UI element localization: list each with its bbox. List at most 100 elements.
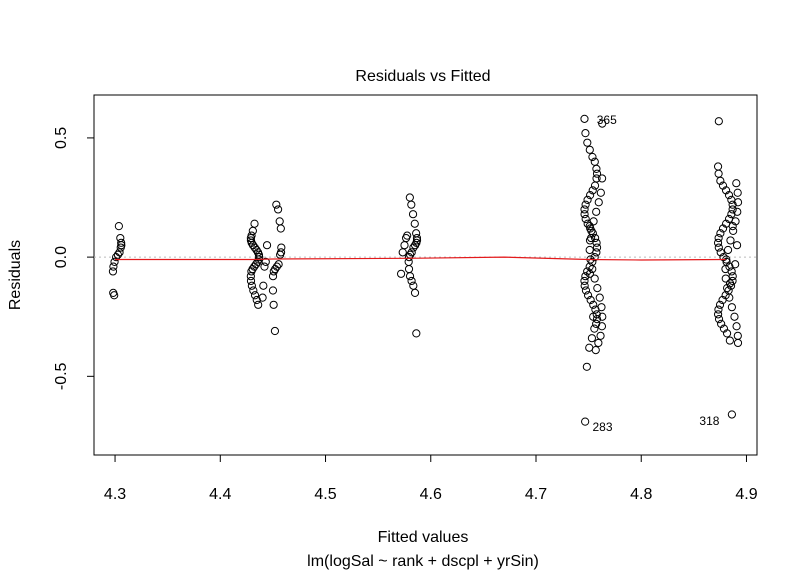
- data-point: [596, 188, 605, 197]
- data-point: [591, 233, 600, 243]
- data-point: [116, 243, 125, 252]
- data-point: [593, 284, 602, 293]
- data-point: [721, 186, 731, 195]
- data-point: [728, 200, 737, 209]
- data-point: [396, 269, 406, 278]
- outlier-label: 318: [699, 414, 719, 428]
- data-point: [732, 241, 742, 250]
- data-point: [272, 200, 281, 209]
- data-point: [580, 114, 589, 123]
- data-point: [582, 362, 591, 371]
- data-point: [722, 329, 732, 338]
- data-point: [732, 179, 741, 188]
- data-point: [262, 241, 272, 250]
- data-point: [716, 248, 725, 257]
- data-point: [113, 250, 122, 259]
- data-point: [258, 293, 267, 302]
- data-point: [249, 286, 258, 295]
- data-point: [592, 207, 601, 216]
- data-point: [411, 241, 420, 250]
- data-point: [583, 138, 592, 147]
- data-point: [581, 286, 591, 295]
- data-point: [715, 300, 725, 309]
- data-point: [117, 238, 126, 247]
- data-point: [246, 272, 255, 281]
- data-point: [585, 245, 594, 255]
- outlier-labels: 365 283 318: [593, 113, 720, 434]
- data-point: [714, 233, 723, 243]
- outlier-label: 283: [593, 420, 613, 434]
- data-point: [108, 267, 118, 276]
- data-point: [731, 217, 740, 226]
- data-point: [590, 324, 599, 333]
- data-point: [585, 269, 594, 278]
- x-tick-label: 4.4: [209, 486, 231, 503]
- data-point: [727, 410, 736, 419]
- data-point: [597, 322, 607, 331]
- data-point: [410, 288, 420, 297]
- data-point: [580, 276, 589, 286]
- data-point: [583, 267, 592, 276]
- data-point: [580, 210, 589, 219]
- data-point: [714, 117, 723, 126]
- data-point: [732, 322, 741, 331]
- data-point: [412, 329, 421, 338]
- data-point: [585, 222, 594, 231]
- x-tick-label: 4.8: [630, 486, 652, 503]
- data-point: [580, 281, 589, 290]
- data-point: [112, 253, 121, 262]
- y-axis-label: Residuals: [7, 240, 24, 310]
- x-tick-label: 4.3: [104, 486, 126, 503]
- data-point: [588, 264, 597, 274]
- data-point: [405, 272, 415, 281]
- data-point: [408, 210, 418, 219]
- data-point: [407, 276, 416, 286]
- data-point: [247, 281, 256, 290]
- data-point: [597, 303, 606, 312]
- data-point: [728, 222, 737, 231]
- data-point: [733, 207, 742, 216]
- data-point: [269, 300, 278, 309]
- data-point: [714, 315, 724, 324]
- data-point: [587, 334, 597, 343]
- data-point: [250, 262, 259, 271]
- data-point: [721, 274, 730, 283]
- data-point: [725, 279, 735, 288]
- data-point: [114, 222, 123, 231]
- y-tick-label: 0.0: [53, 246, 70, 268]
- data-point: [271, 264, 280, 274]
- data-point: [714, 243, 723, 252]
- data-point: [587, 233, 596, 243]
- data-point: [725, 336, 734, 345]
- data-point: [592, 319, 601, 328]
- data-point: [730, 312, 739, 321]
- data-point: [110, 257, 119, 266]
- data-point: [717, 319, 726, 328]
- data-point: [733, 198, 743, 207]
- data-point: [721, 264, 730, 274]
- data-point: [398, 248, 407, 257]
- data-point: [728, 205, 737, 214]
- data-point: [727, 303, 737, 312]
- x-tick-label: 4.9: [735, 486, 757, 503]
- data-point: [404, 253, 414, 262]
- y-tick-label: 0.5: [53, 127, 70, 149]
- data-point: [725, 262, 734, 271]
- data-point: [733, 338, 743, 348]
- data-point: [273, 205, 283, 214]
- data-point: [409, 243, 418, 252]
- data-point: [591, 345, 600, 355]
- data-point: [246, 276, 256, 286]
- data-point: [716, 176, 725, 185]
- data-point: [580, 205, 589, 214]
- data-point: [276, 224, 285, 233]
- data-point: [581, 214, 590, 224]
- data-point: [585, 145, 594, 154]
- data-point: [268, 286, 278, 295]
- data-point: [588, 186, 597, 195]
- data-point: [252, 295, 261, 305]
- data-point: [592, 164, 601, 174]
- data-point: [590, 274, 599, 283]
- data-point: [733, 188, 742, 197]
